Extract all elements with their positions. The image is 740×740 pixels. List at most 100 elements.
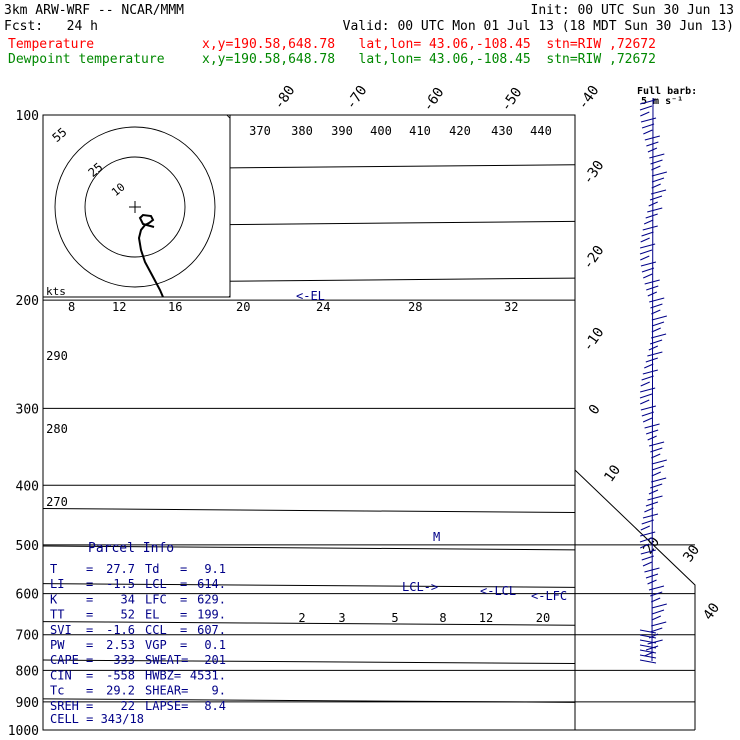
hodograph-speed-label: 20: [236, 300, 250, 314]
pressure-label: 800: [16, 664, 39, 679]
theta-label: 420: [449, 124, 471, 138]
wind-barb: [647, 147, 658, 153]
wind-barb: [640, 387, 656, 393]
wind-barb: [650, 303, 663, 309]
hodograph-ring: [84, 156, 186, 258]
pressure-label: 700: [16, 629, 39, 644]
isotherm-right-label: -20: [580, 243, 608, 273]
theta-label: 270: [46, 495, 68, 509]
wind-barb: [639, 99, 656, 105]
wind-barb: [642, 561, 653, 567]
wind-barb: [650, 447, 663, 453]
wind-barb: [649, 195, 663, 201]
isotherm-top-label: -60: [420, 85, 448, 115]
wind-barb: [639, 537, 653, 543]
mixing-ratio-label: 12: [479, 611, 493, 625]
wind-barb: [642, 417, 653, 423]
lcl-marker: <-LCL: [480, 584, 516, 598]
hodograph-units-label: kts: [46, 285, 66, 298]
wind-barb: [639, 654, 657, 659]
hodograph-speed-label: 12: [112, 300, 126, 314]
temperature-location-info: x,y=190.58,648.78 lat,lon= 43.06,-108.45…: [202, 37, 656, 52]
wind-barb: [645, 645, 659, 651]
wind-barb: [644, 135, 660, 141]
theta-label: 390: [331, 124, 353, 138]
pressure-label: 600: [16, 588, 39, 603]
wind-barb: [647, 207, 663, 213]
theta-label: 370: [249, 124, 271, 138]
wind-barb: [651, 171, 668, 177]
wind-barb: [641, 123, 655, 129]
wind-barb: [647, 639, 663, 645]
barb-legend-title: Full barb:: [637, 86, 697, 97]
wind-barb: [646, 141, 659, 147]
wind-staff: [651, 97, 654, 662]
wind-barb: [644, 507, 654, 513]
pressure-label: 200: [16, 294, 39, 309]
wind-barb: [651, 453, 661, 459]
wind-barb: [640, 531, 656, 537]
hodograph-speed-label: 16: [168, 300, 182, 314]
wind-barb: [645, 573, 659, 579]
lcl-marker: LCL->: [402, 580, 438, 594]
wind-barb: [649, 297, 665, 303]
wind-barb: [639, 105, 653, 111]
wind-barb: [641, 267, 655, 273]
init-time: Init: 00 UTC Sun 30 Jun 13: [530, 3, 735, 18]
wind-barb: [639, 249, 653, 255]
hodograph-trace: [137, 213, 164, 297]
mixing-ratio-label: 3: [338, 611, 345, 625]
wind-barb: [645, 429, 659, 435]
wind-barb: [651, 603, 667, 609]
wind-barb: [639, 393, 653, 399]
wind-barb: [647, 495, 663, 501]
wind-barb: [640, 381, 650, 387]
wind-barb: [647, 291, 657, 297]
theta-label: 440: [530, 124, 552, 138]
mixing-ratio-label: 8: [439, 611, 446, 625]
wind-barb: [640, 237, 650, 243]
wind-barb: [651, 177, 665, 183]
pressure-label: 100: [16, 109, 39, 124]
wind-barb: [651, 459, 667, 465]
wind-barb: [651, 183, 661, 189]
wind-barb: [641, 375, 654, 381]
wind-barb: [640, 243, 656, 249]
wind-barb: [642, 369, 658, 375]
wind-barb: [643, 129, 653, 135]
wind-barb: [645, 213, 658, 219]
wind-barb: [650, 597, 661, 603]
wind-barb: [641, 411, 655, 417]
hodograph-background: [43, 115, 230, 297]
theta-label: 410: [409, 124, 431, 138]
hodograph-speed-label: 28: [408, 300, 422, 314]
isotherm-right-label: -10: [580, 325, 608, 355]
wind-barb: [651, 327, 661, 333]
wind-barb: [650, 333, 667, 339]
wind-barb: [645, 501, 659, 507]
isotherm-top-label: -40: [575, 83, 603, 113]
isotherm-right-label: -30: [580, 158, 608, 188]
wind-barb: [651, 315, 667, 321]
melting-level-marker: M: [433, 530, 440, 544]
wind-barb: [639, 634, 657, 639]
wind-barb: [648, 585, 665, 591]
hodograph-speed-label: 8: [68, 300, 75, 314]
wind-barb: [641, 519, 654, 525]
wind-barb: [651, 609, 665, 615]
theta-label: 400: [370, 124, 392, 138]
wind-barb: [651, 321, 665, 327]
isotherm-top-label: -80: [271, 83, 299, 113]
wind-barb: [645, 357, 658, 363]
wind-barb: [643, 273, 653, 279]
forecast-hour: Fcst: 24 h: [4, 19, 98, 34]
pressure-label: 300: [16, 402, 39, 417]
wind-barb: [650, 627, 663, 633]
wind-barb: [650, 159, 663, 165]
wind-barb: [646, 285, 659, 291]
wind-barb: [640, 405, 657, 411]
wind-barb: [640, 549, 656, 555]
valid-time: Valid: 00 UTC Mon 01 Jul 13 (18 MDT Sun …: [342, 19, 734, 34]
wind-barb: [648, 441, 665, 447]
